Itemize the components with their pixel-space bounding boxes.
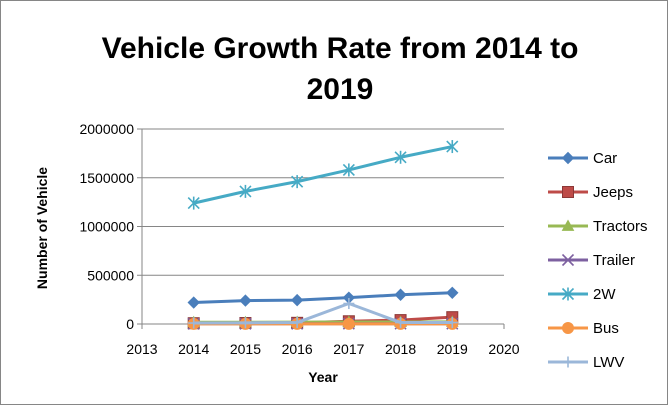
legend-marker-bus <box>562 322 574 334</box>
chart-title-line-1: Vehicle Growth Rate from 2014 to <box>102 32 579 65</box>
legend-label-jeeps: Jeeps <box>593 184 633 201</box>
data-point-lwv <box>446 317 458 329</box>
legend-label-2w: 2W <box>593 286 616 303</box>
data-point-2w <box>239 184 252 198</box>
series-car <box>187 286 459 309</box>
x-tick-label: 2013 <box>126 341 157 357</box>
x-tick-label: 2014 <box>178 341 209 357</box>
series-line-car <box>193 291 453 305</box>
data-point-car <box>446 286 459 300</box>
data-point-car <box>187 296 200 309</box>
data-point-lwv <box>343 298 355 310</box>
series-lines <box>187 140 459 330</box>
legend-item-2w: 2W <box>548 286 616 303</box>
data-point-lwv <box>188 317 200 329</box>
legend-marker-trailer <box>561 253 575 267</box>
x-tick-label: 2020 <box>488 341 519 357</box>
data-point-lwv <box>291 317 303 329</box>
legend-marker-lwv <box>562 356 574 368</box>
chart-title-line-2: 2019 <box>307 73 374 106</box>
data-point-2w <box>187 196 200 210</box>
legend-item-tractors: Tractors <box>548 218 647 235</box>
data-point-lwv <box>239 317 251 329</box>
data-point-lwv <box>395 317 407 329</box>
x-tick-label: 2015 <box>230 341 261 357</box>
legend-item-bus: Bus <box>548 320 619 337</box>
data-point-2w <box>446 140 459 154</box>
series-line-lwv <box>193 302 453 325</box>
gridlines <box>142 128 504 276</box>
legend-label-trailer: Trailer <box>593 252 635 269</box>
data-point-bus <box>342 317 355 330</box>
legend-item-jeeps: Jeeps <box>548 184 633 201</box>
y-tick-label: 0 <box>126 316 134 332</box>
legend-marker-jeeps <box>562 186 574 198</box>
x-tick-label: 2017 <box>333 341 364 357</box>
y-tick-label: 1500000 <box>79 170 134 186</box>
legend-label-tractors: Tractors <box>593 218 647 235</box>
tick-labels: 0 500000 1000000 1500000 2000000 2013 2014 2015… <box>79 121 519 357</box>
data-point-car <box>394 288 407 301</box>
legend: Car Jeeps Tractors Trailer 2W Bus LWV <box>548 150 647 371</box>
data-point-car <box>290 293 304 307</box>
data-point-2w <box>342 163 355 177</box>
data-point-2w <box>291 175 304 189</box>
legend-marker-2w <box>561 287 575 301</box>
series-2w <box>187 140 459 210</box>
marker-stroke <box>561 253 575 267</box>
x-tick-label: 2016 <box>282 341 313 357</box>
legend-item-car: Car <box>548 150 617 167</box>
legend-label-car: Car <box>593 150 617 167</box>
y-tick-label: 1000000 <box>79 219 134 235</box>
x-tick-label: 2018 <box>385 341 416 357</box>
legend-label-bus: Bus <box>593 320 619 337</box>
x-tick-label: 2019 <box>437 341 468 357</box>
series-line-2w <box>193 145 453 205</box>
x-axis-title: Year <box>308 369 338 385</box>
legend-item-lwv: LWV <box>548 354 624 371</box>
legend-marker-tractors <box>561 219 575 231</box>
legend-label-lwv: LWV <box>593 354 624 371</box>
y-tick-label: 500000 <box>87 267 134 283</box>
series-lwv <box>188 298 458 329</box>
y-axis-title: Number of Vehicle <box>34 167 50 289</box>
y-tick-label: 2000000 <box>79 121 134 137</box>
data-point-2w <box>394 150 407 164</box>
data-point-car <box>239 294 252 307</box>
legend-marker-car <box>561 151 575 165</box>
legend-item-trailer: Trailer <box>548 252 635 269</box>
